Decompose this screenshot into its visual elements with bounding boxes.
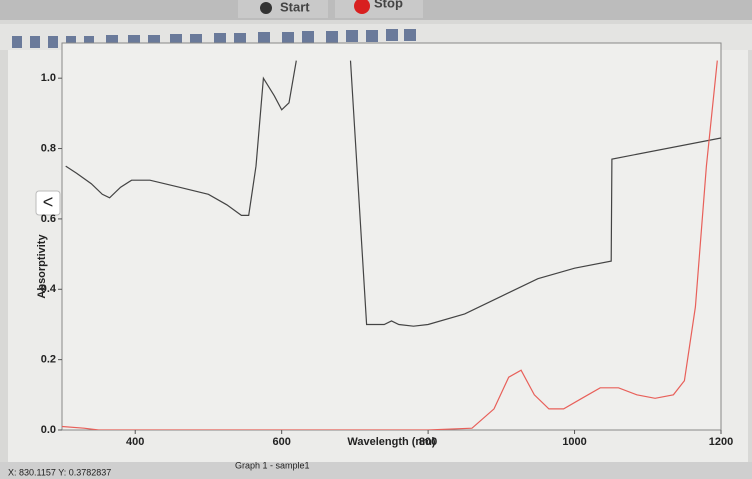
tool-icon[interactable] (12, 36, 22, 48)
plot-area (62, 43, 721, 430)
tool-icon[interactable] (258, 32, 270, 44)
status-bar (0, 462, 752, 479)
screen: Start Stop < X: 830.1157 Y: 0.3782837 Gr… (0, 0, 752, 479)
tool-icon[interactable] (366, 30, 378, 42)
tool-icon[interactable] (404, 29, 416, 41)
y-tick-label: 0.6 (41, 213, 56, 225)
x-tick-label: 1200 (709, 436, 733, 448)
tool-icon[interactable] (30, 36, 40, 48)
tool-icon[interactable] (302, 31, 314, 43)
back-label[interactable]: < (43, 192, 54, 212)
tool-icon[interactable] (326, 31, 338, 43)
y-tick-label: 1.0 (41, 72, 56, 84)
graph-label: Graph 1 - sample1 (235, 460, 310, 470)
y-axis-label: Absorptivity (36, 234, 48, 299)
tool-icon[interactable] (346, 30, 358, 42)
x-tick-label: 400 (126, 436, 144, 448)
y-tick-label: 0.0 (41, 424, 56, 436)
x-tick-label: 600 (272, 436, 290, 448)
tool-icon[interactable] (386, 29, 398, 41)
status-text: X: 830.1157 Y: 0.3782837 (8, 467, 111, 477)
start-icon (260, 2, 272, 14)
y-tick-label: 0.8 (41, 142, 56, 154)
stop-label[interactable]: Stop (374, 0, 403, 10)
x-axis-label: Wavelength (nm) (347, 436, 436, 448)
y-tick-label: 0.2 (41, 354, 56, 366)
tool-icon[interactable] (48, 36, 58, 48)
start-label[interactable]: Start (280, 0, 310, 14)
tool-icon[interactable] (282, 32, 294, 44)
x-tick-label: 1000 (562, 436, 586, 448)
